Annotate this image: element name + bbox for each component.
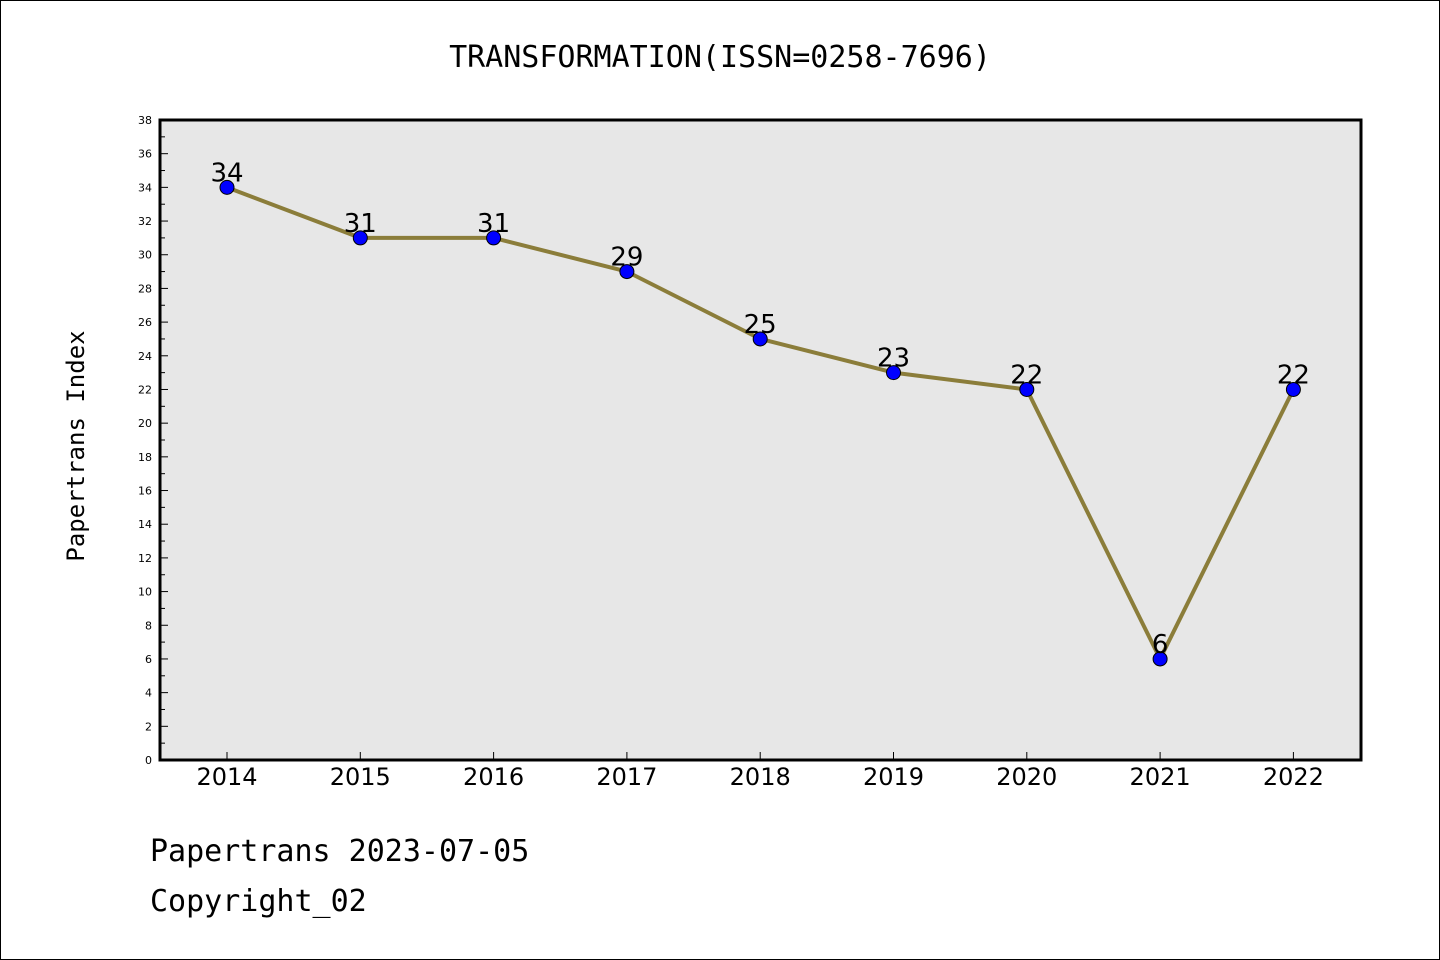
data-point [1285,381,1301,397]
y-tick-label: 22 [138,383,152,396]
x-tick-label: 2017 [596,763,657,791]
y-tick-label: 12 [138,552,152,565]
plot-area [158,118,1363,762]
footer-copyright: Copyright_02 [150,884,367,919]
y-tick-label: 24 [138,350,152,363]
footer-date: Papertrans 2023-07-05 [150,834,530,869]
x-tick-label: 2020 [996,763,1057,791]
x-axis-ticks: 2014 2015 2016 2017 2018 2019 2020 2021 2022 [196,752,1324,791]
y-tick-label: 16 [138,485,152,498]
data-label: 22 [1277,360,1310,390]
y-tick-label: 14 [138,518,152,531]
data-markers [219,179,1301,667]
y-tick-label: 4 [145,687,152,700]
y-tick-label: 2 [145,720,152,733]
data-label: 22 [1010,360,1043,390]
x-tick-label: 2022 [1263,763,1324,791]
y-tick-label: 26 [138,316,152,329]
x-tick-label: 2014 [196,763,257,791]
y-tick-label: 34 [138,181,152,194]
data-label: 31 [344,209,377,239]
y-tick-label: 32 [138,215,152,228]
x-tick-label: 2021 [1130,763,1191,791]
data-label: 25 [744,310,777,340]
data-point [752,331,768,347]
data-label: 29 [610,243,643,273]
data-labels: 34 31 31 29 25 23 22 6 22 [210,158,1309,660]
y-tick-label: 36 [138,148,152,161]
x-tick-label: 2019 [863,763,924,791]
x-tick-label: 2015 [330,763,391,791]
y-tick-label: 18 [138,451,152,464]
y-tick-label: 28 [138,282,152,295]
data-point [1019,381,1035,397]
data-point [619,264,635,280]
data-point [886,365,901,381]
data-label: 31 [477,209,510,239]
x-tick-label: 2018 [730,763,791,791]
x-tick-label: 2016 [463,763,524,791]
data-point [219,179,235,195]
y-axis-label: Papertrans Index [62,330,90,561]
chart-title: TRANSFORMATION(ISSN=0258-7696) [449,40,991,75]
data-label: 34 [210,158,243,188]
y-tick-label: 0 [145,754,152,767]
y-tick-label: 8 [145,619,152,632]
y-tick-label: 38 [138,114,152,127]
y-tick-label: 30 [138,249,152,262]
y-tick-label: 6 [145,653,152,666]
y-tick-label: 20 [138,417,152,430]
data-point [352,230,368,246]
y-tick-label: 10 [138,586,152,599]
data-label: 23 [877,344,910,374]
data-point [486,230,502,246]
data-label: 6 [1152,630,1169,660]
data-point [1152,651,1168,667]
